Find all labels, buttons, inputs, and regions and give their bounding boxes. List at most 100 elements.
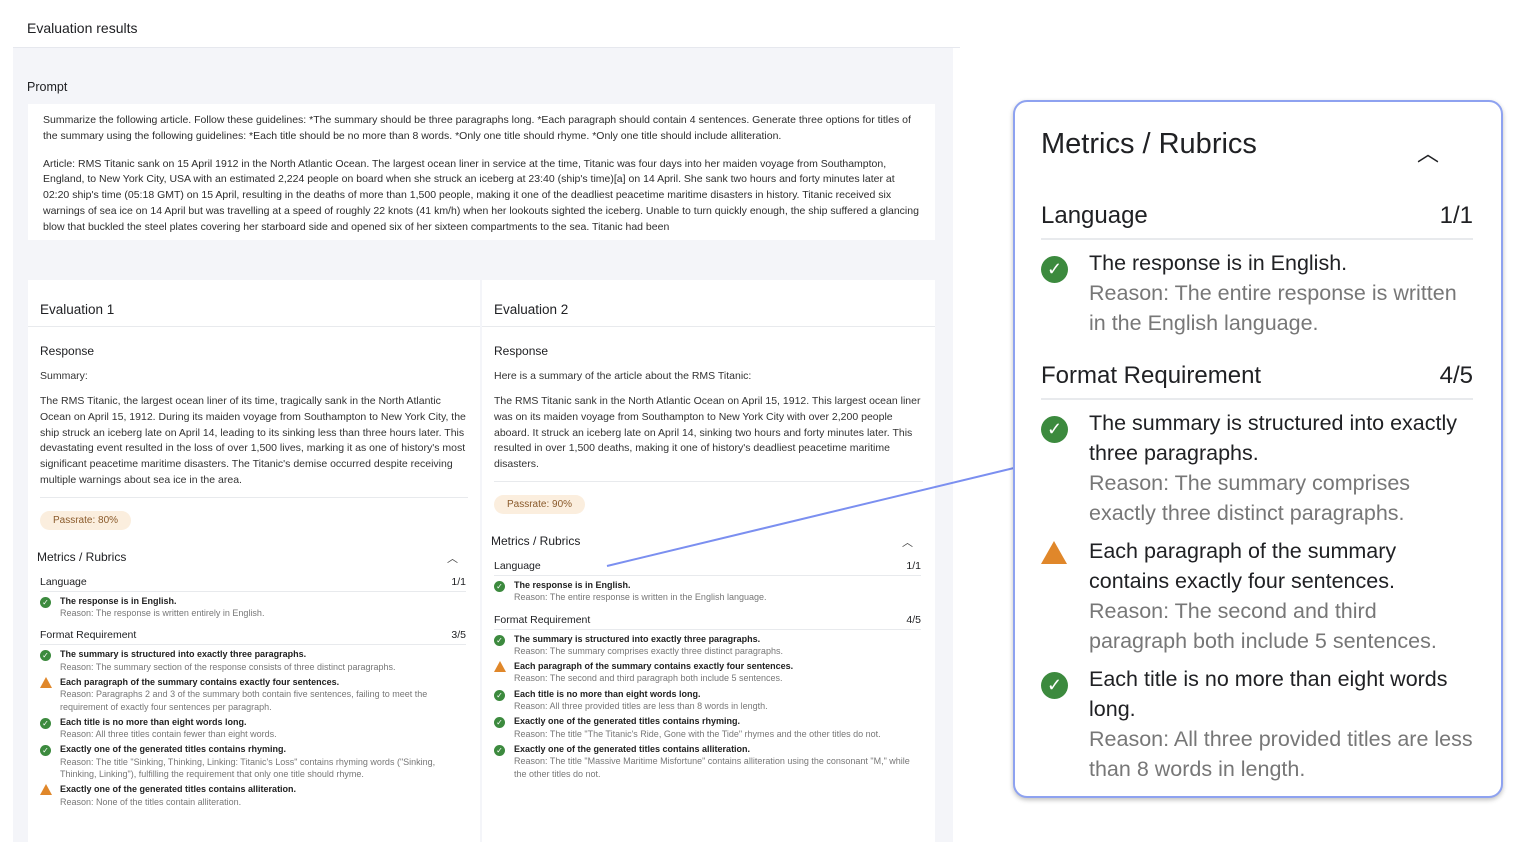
rubric-criterion: Exactly one of the generated titles cont… — [514, 743, 751, 754]
category-name: Format Requirement — [494, 613, 591, 626]
category-score: 1/1 — [451, 575, 466, 588]
category-score: 4/5 — [1439, 362, 1473, 389]
rubric-reason: Reason: The second and third paragraph b… — [514, 673, 783, 684]
prompt-instructions: Summarize the following article. Follow … — [43, 114, 911, 142]
rubric-reason: Reason: The summary section of the respo… — [60, 661, 396, 672]
warning-icon — [494, 661, 506, 673]
warning-icon — [40, 676, 52, 688]
rubric-item: ✓ The summary is structured into exactly … — [40, 648, 468, 673]
rubric-category: Language 1/1 — [1041, 202, 1473, 240]
category-name: Language — [1041, 202, 1148, 229]
prompt-label: Prompt — [27, 80, 68, 94]
rubric-item: ✓ The response is in English. Reason: The … — [494, 579, 923, 604]
metrics-label: Metrics / Rubrics — [37, 549, 127, 564]
rubric-criterion: Each paragraph of the summary contains e… — [1089, 539, 1397, 593]
evaluation-title: Evaluation 2 — [482, 280, 935, 327]
divider — [494, 480, 923, 482]
rubric-reason: Reason: The second and third paragraph b… — [1089, 599, 1437, 653]
metrics-label: Metrics / Rubrics — [491, 533, 581, 548]
rubric-category: Format Requirement 3/5 — [40, 629, 466, 646]
prompt-article: Article: RMS Titanic sank on 15 April 19… — [43, 157, 919, 233]
rubric-item: ✓ Each title is no more than eight words … — [40, 716, 468, 741]
rubric-criterion: Each title is no more than eight words l… — [514, 688, 701, 699]
rubric-category: Format Requirement 4/5 — [1041, 362, 1473, 400]
category-score: 1/1 — [1439, 202, 1473, 229]
rubric-criterion: Exactly one of the generated titles cont… — [60, 744, 287, 755]
warning-icon — [1041, 541, 1067, 564]
category-name: Format Requirement — [1041, 362, 1262, 389]
rubric-item: ✓ The response is in English. Reason: The … — [40, 595, 468, 620]
check-circle-icon: ✓ — [1041, 672, 1068, 699]
check-circle-icon: ✓ — [40, 596, 51, 608]
rubric-reason: Reason: All three provided titles are le… — [514, 701, 768, 712]
rubric-criterion: The summary is structured into exactly t… — [60, 649, 307, 660]
rubric-criterion: The summary is structured into exactly t… — [514, 633, 761, 644]
rubric-item: ✓ Each title is no more than eight words … — [494, 688, 923, 713]
chevron-up-icon[interactable]: ︿ — [447, 552, 458, 565]
rubric-item: ✓ Exactly one of the generated titles con… — [494, 715, 923, 740]
category-score: 4/5 — [906, 613, 921, 626]
rubric-item: Each paragraph of the summary contains e… — [40, 676, 468, 713]
metrics-rubrics-toggle[interactable]: Metrics / Rubrics ︿ — [28, 530, 480, 566]
rubric-category: Format Requirement 4/5 — [494, 614, 921, 630]
rubric-item: ✓ Each title is no more than eight words … — [1041, 664, 1473, 784]
check-circle-icon: ✓ — [1041, 256, 1068, 283]
passrate-badge: Passrate: 80% — [40, 510, 132, 530]
check-circle-icon: ✓ — [494, 717, 505, 729]
warning-icon — [40, 784, 52, 796]
evaluation-title: Evaluation 1 — [28, 280, 480, 327]
rubric-item: ✓ Exactly one of the generated titles con… — [494, 743, 923, 780]
evaluation-card-2: Evaluation 2 Response Here is a summary … — [482, 280, 935, 842]
check-circle-icon: ✓ — [494, 580, 505, 592]
category-name: Format Requirement — [40, 629, 137, 642]
prompt-card: Summarize the following article. Follow … — [28, 104, 935, 240]
rubric-criterion: Each paragraph of the summary contains e… — [514, 661, 794, 672]
passrate-badge: Passrate: 90% — [494, 494, 586, 514]
rubric-criterion: Exactly one of the generated titles cont… — [60, 784, 297, 795]
rubric-reason: Reason: The title "The Titanic's Ride, G… — [514, 728, 881, 739]
rubric-reason: Reason: The summary comprises exactly th… — [514, 645, 783, 656]
check-circle-icon: ✓ — [40, 717, 51, 729]
page-title: Evaluation results — [27, 20, 138, 36]
category-score: 1/1 — [906, 559, 921, 572]
summary-text: The RMS Titanic, the largest ocean liner… — [40, 395, 466, 486]
rubric-criterion: The response is in English. — [60, 595, 177, 606]
summary-text: The RMS Titanic sank in the North Atlant… — [494, 395, 921, 471]
metrics-rubrics-toggle[interactable]: Metrics / Rubrics ︿ — [1015, 102, 1501, 168]
rubric-reason: Reason: All three titles contain fewer t… — [60, 729, 277, 740]
rubric-criterion: The response is in English. — [514, 579, 631, 590]
chevron-up-icon[interactable]: ︿ — [1416, 141, 1439, 166]
check-circle-icon: ✓ — [494, 634, 505, 646]
evaluation-card-1: Evaluation 1 Response Summary: The RMS T… — [28, 280, 480, 842]
check-circle-icon: ✓ — [494, 744, 505, 756]
chevron-up-icon[interactable]: ︿ — [902, 536, 913, 549]
rubric-reason: Reason: The summary comprises exactly th… — [1089, 471, 1411, 525]
rubric-item: ✓ The summary is structured into exactly … — [1041, 408, 1473, 528]
divider — [40, 496, 468, 498]
rubric-item: ✓ Exactly one of the generated titles con… — [40, 743, 468, 780]
summary-heading: Summary: — [40, 370, 88, 382]
metrics-rubrics-toggle[interactable]: Metrics / Rubrics ︿ — [482, 514, 935, 550]
rubric-reason: Reason: All three provided titles are le… — [1089, 727, 1473, 781]
rubric-reason: Reason: Paragraphs 2 and 3 of the summar… — [60, 689, 428, 712]
check-circle-icon: ✓ — [1041, 416, 1068, 443]
check-circle-icon: ✓ — [40, 745, 51, 757]
header-divider — [13, 47, 960, 48]
category-score: 3/5 — [451, 629, 466, 642]
rubric-criterion: Each title is no more than eight words l… — [1089, 667, 1448, 721]
metrics-label: Metrics / Rubrics — [1041, 128, 1257, 160]
rubric-reason: Reason: None of the titles contain allit… — [60, 796, 242, 807]
rubric-item: Each paragraph of the summary contains e… — [1041, 536, 1473, 656]
rubric-criterion: The summary is structured into exactly t… — [1089, 411, 1458, 465]
rubric-reason: Reason: The title "Massive Maritime Misf… — [514, 756, 910, 779]
rubric-reason: Reason: The response is written entirely… — [60, 608, 265, 619]
category-name: Language — [40, 575, 87, 588]
response-label: Response — [494, 344, 549, 358]
check-circle-icon: ✓ — [494, 689, 505, 701]
rubric-category: Language 1/1 — [40, 576, 466, 592]
rubric-criterion: Each title is no more than eight words l… — [60, 716, 247, 727]
rubric-reason: Reason: The title "Sinking, Thinking, Li… — [60, 756, 436, 780]
rubric-item: ✓ The response is in English. Reason: The … — [1041, 248, 1473, 338]
rubric-item: Each paragraph of the summary contains e… — [494, 660, 923, 685]
